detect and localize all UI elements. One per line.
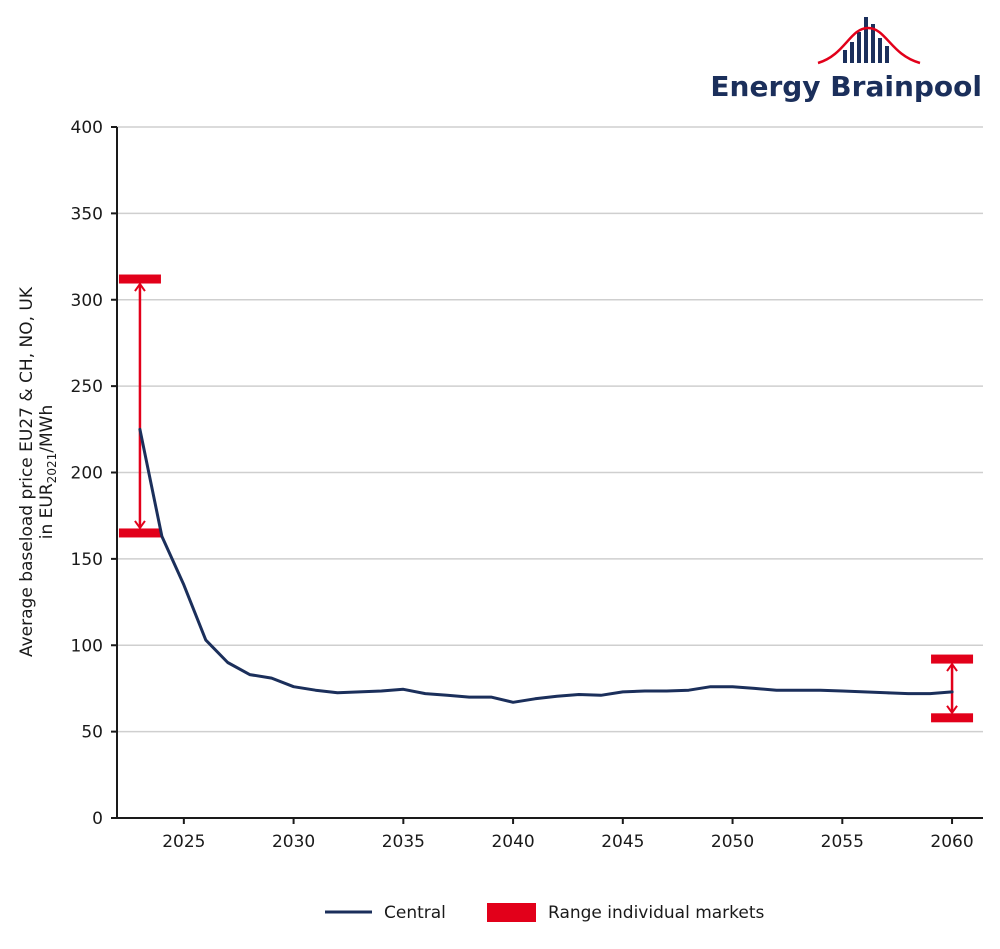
x-tick-label: 2045 <box>601 832 644 852</box>
range-arrow-down <box>946 705 958 715</box>
range-arrow-down <box>134 520 146 530</box>
series-lines <box>138 427 954 704</box>
y-tick-label: 300 <box>71 291 103 311</box>
logo-text: Energy Brainpool <box>710 70 982 103</box>
range-cap-high <box>931 654 974 664</box>
range-marker <box>931 654 974 723</box>
y-tick-label: 100 <box>71 636 103 656</box>
y-axis-label: Average baseload price EU27 & CH, NO, UK… <box>17 286 59 657</box>
range-cap-low <box>118 528 161 538</box>
y-tick-label: 0 <box>92 809 103 829</box>
range-cap-high <box>118 274 161 284</box>
grid-lines <box>117 126 983 733</box>
y-tick-label: 350 <box>71 204 103 224</box>
legend-item-range: Range individual markets <box>487 903 765 923</box>
x-axis-ticks: 2025 2030 2035 2040 2045 2050 2055 2060 <box>162 818 974 852</box>
y-tick-label: 400 <box>71 118 103 138</box>
x-tick-label: 2055 <box>821 832 864 852</box>
legend-label-central: Central <box>384 903 446 923</box>
x-tick-label: 2050 <box>711 832 754 852</box>
x-tick-label: 2030 <box>272 832 315 852</box>
range-marker <box>118 274 161 538</box>
legend: Central Range individual markets <box>325 903 765 923</box>
y-axis-ticks: 0 50 100 150 200 250 300 350 400 <box>71 118 117 829</box>
y-axis-label-line2: in EUR2021/MWh <box>37 405 59 539</box>
x-tick-label: 2025 <box>162 832 205 852</box>
y-axis-label-line1: Average baseload price EU27 & CH, NO, UK <box>17 286 37 657</box>
range-cap-low <box>931 713 974 723</box>
x-tick-label: 2060 <box>930 832 973 852</box>
y-tick-label: 50 <box>81 723 103 743</box>
range-arrow-up <box>134 282 146 292</box>
x-tick-label: 2040 <box>491 832 534 852</box>
legend-item-central: Central <box>325 903 446 923</box>
logo-bars-icon <box>817 17 921 65</box>
range-arrow-up <box>946 662 958 672</box>
legend-swatch-range <box>487 903 536 922</box>
y-tick-label: 150 <box>71 550 103 570</box>
series-line-central <box>138 427 954 704</box>
y-tick-label: 200 <box>71 464 103 484</box>
x-tick-label: 2035 <box>382 832 425 852</box>
logo: Energy Brainpool <box>710 17 982 103</box>
legend-label-range: Range individual markets <box>548 903 765 923</box>
range-markers <box>118 274 974 723</box>
y-tick-label: 250 <box>71 377 103 397</box>
